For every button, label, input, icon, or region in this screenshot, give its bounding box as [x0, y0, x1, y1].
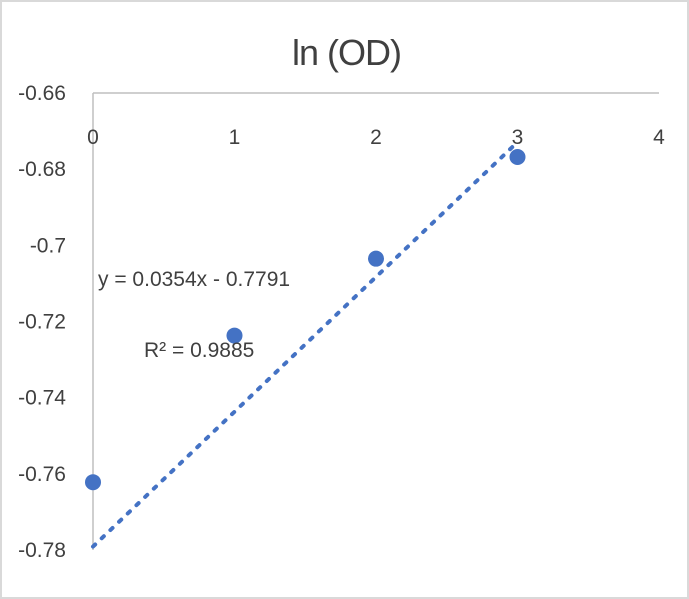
- trendline: [91, 140, 520, 549]
- x-tick-labels: 0 1 2 3 4: [87, 126, 665, 149]
- y-tick-label: -0.74: [18, 387, 66, 410]
- x-tick-label: 0: [87, 126, 99, 149]
- chart-title: ln (OD): [292, 32, 402, 73]
- x-tick-label: 3: [512, 126, 524, 149]
- y-tick-labels: -0.66 -0.68 -0.7 -0.72 -0.74 -0.76 -0.78: [18, 82, 66, 562]
- data-points: [85, 148, 526, 491]
- x-tick-label: 4: [653, 126, 665, 149]
- data-point: [85, 474, 101, 491]
- x-tick-label: 2: [370, 126, 382, 149]
- data-point: [509, 148, 526, 165]
- r-squared-label: R² = 0.9885: [144, 339, 254, 362]
- equation-label: y = 0.0354x - 0.7791: [98, 268, 290, 291]
- data-point: [226, 327, 243, 344]
- y-tick-label: -0.72: [18, 311, 66, 334]
- y-tick-label: -0.66: [18, 82, 66, 105]
- y-tick-label: -0.68: [18, 158, 66, 181]
- y-tick-label: -0.78: [18, 539, 66, 562]
- data-point: [368, 250, 384, 267]
- y-tick-label: -0.76: [18, 463, 66, 486]
- x-tick-label: 1: [229, 126, 241, 149]
- y-tick-label: -0.7: [30, 234, 66, 257]
